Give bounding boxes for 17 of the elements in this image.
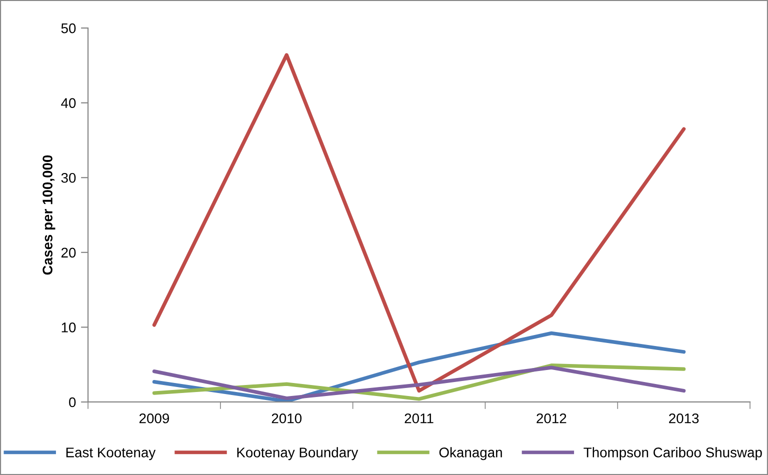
y-tick-label: 40 xyxy=(61,98,76,108)
y-tick-label: 10 xyxy=(62,322,76,332)
y-tick-label: 30 xyxy=(61,172,76,183)
line-series xyxy=(152,53,686,393)
x-tick-label: 2011 xyxy=(404,413,434,424)
y-tick-label: 20 xyxy=(61,248,76,258)
x-tick-label: 2010 xyxy=(272,413,302,424)
x-tick-label: 2013 xyxy=(669,413,699,424)
y-axis-title: Cases per 100,000 xyxy=(42,155,56,275)
x-tick-label: 2012 xyxy=(536,413,566,424)
legend-label: East Kootenay xyxy=(66,448,156,460)
legend-label: Thompson Cariboo Shuswap xyxy=(584,447,762,460)
legend-label: Kootenay Boundary xyxy=(237,447,358,460)
x-tick-label: 2009 xyxy=(139,413,170,424)
legend-label: Okanagan xyxy=(439,447,502,460)
y-tick-label: 0 xyxy=(69,397,76,408)
y-tick-label: 50 xyxy=(61,23,76,34)
